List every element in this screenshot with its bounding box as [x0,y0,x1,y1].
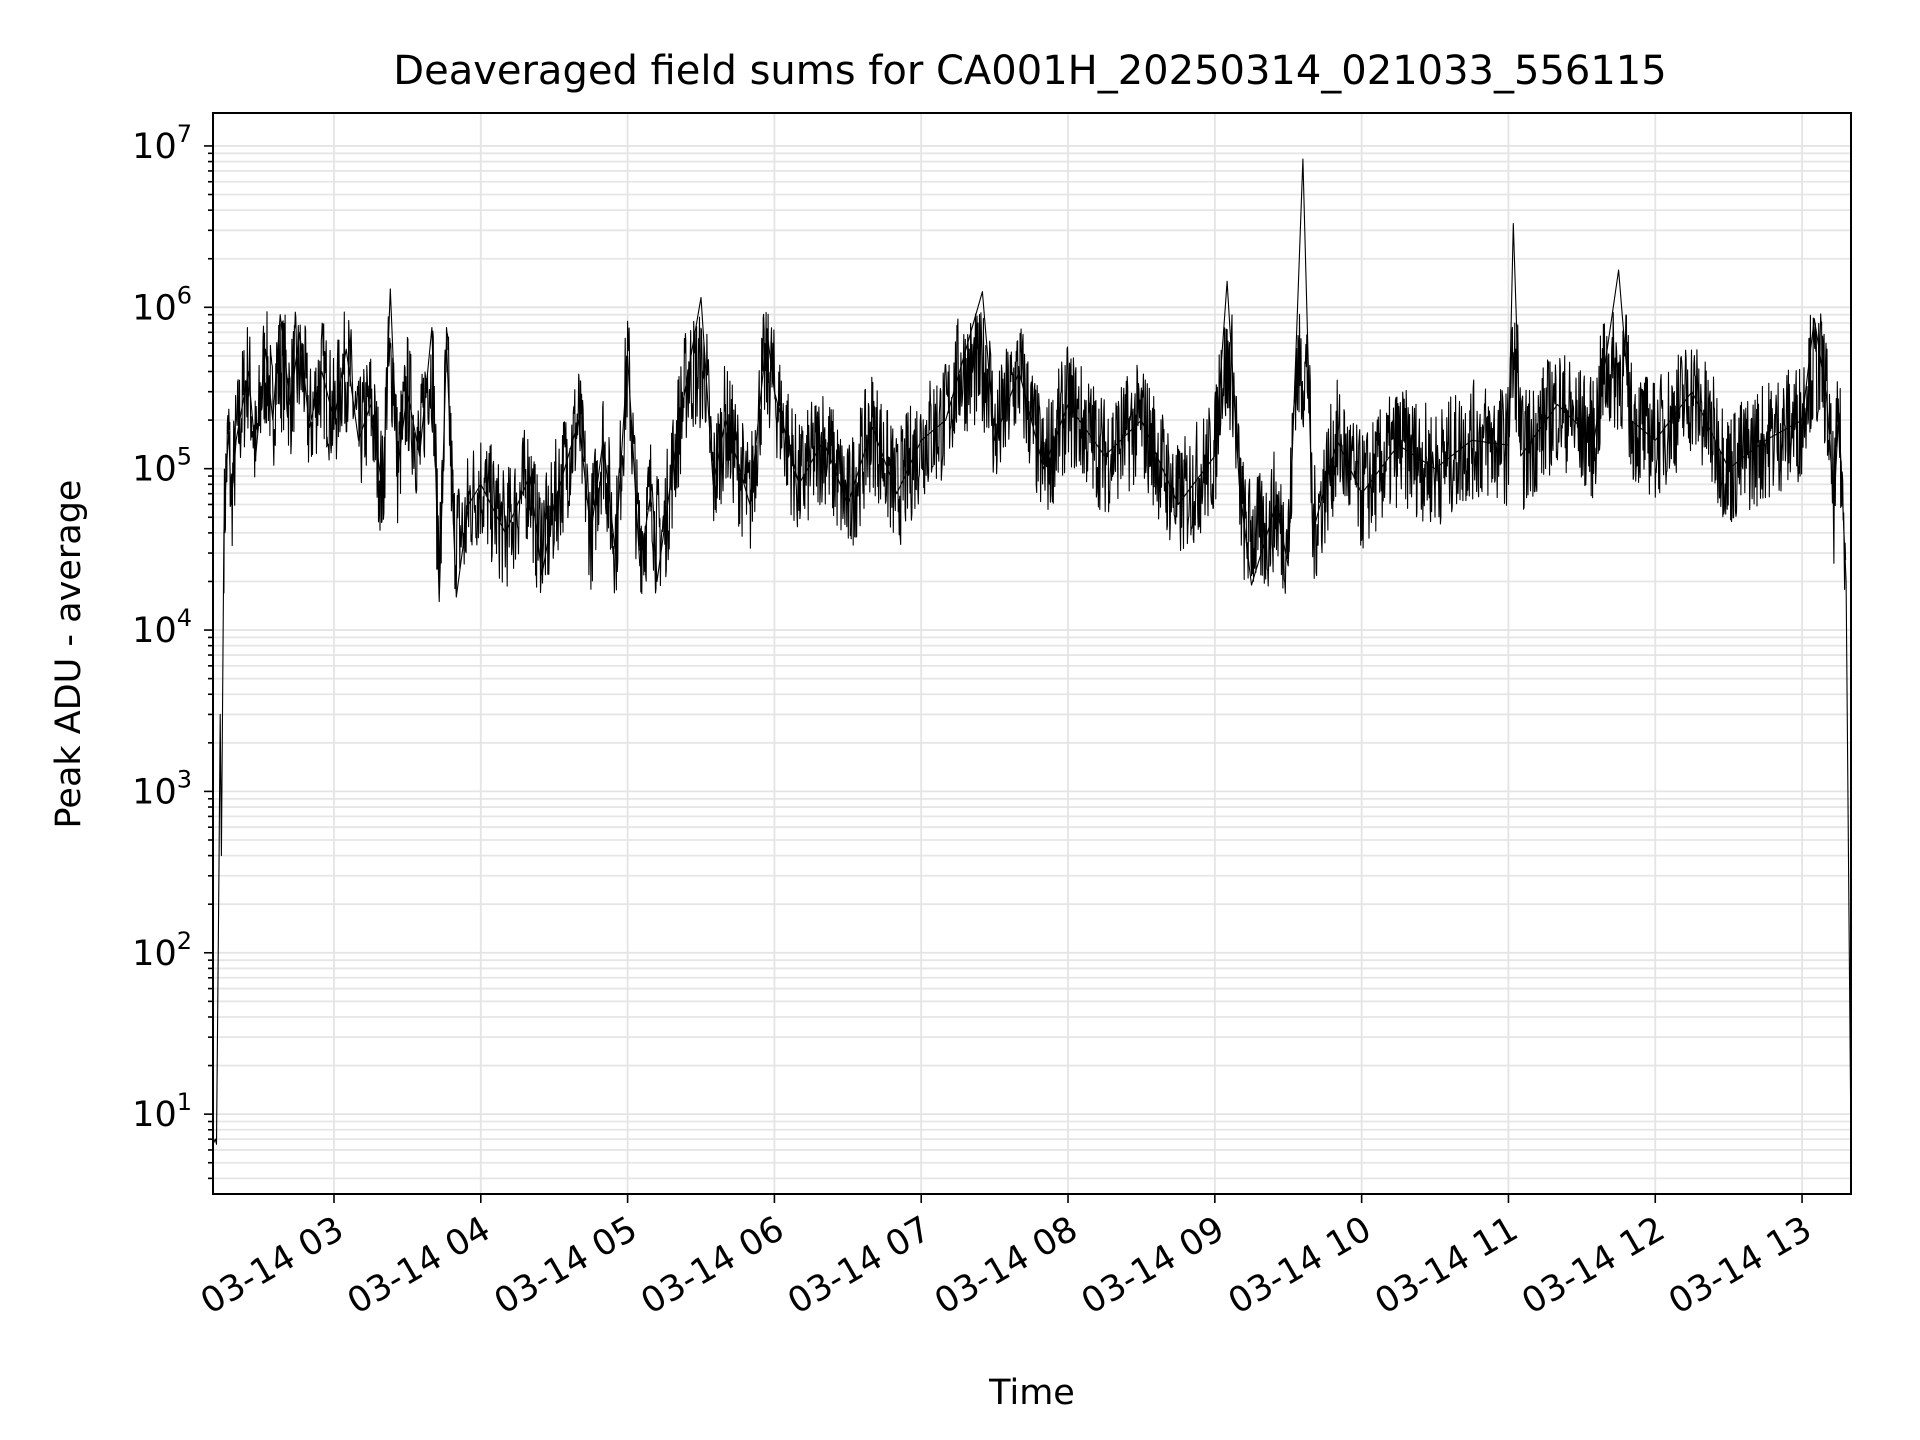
y-tick-label: 105 [132,443,192,490]
chart-title: Deaveraged field sums for CA001H_2025031… [393,48,1666,94]
y-tick-label: 102 [132,927,192,974]
plot-frame [212,112,1852,1195]
grid [213,113,1851,1194]
y-tick-label: 104 [132,604,192,651]
x-axis-label: Time [988,1373,1075,1413]
series-layer [212,158,1852,1150]
y-tick-label: 101 [132,1088,192,1135]
y-tick-label: 106 [132,281,192,328]
y-tick-label: 107 [132,120,192,167]
y-tick-label: 103 [132,765,192,812]
series-texture [223,311,1847,595]
y-axis-label: Peak ADU - average [49,480,89,829]
